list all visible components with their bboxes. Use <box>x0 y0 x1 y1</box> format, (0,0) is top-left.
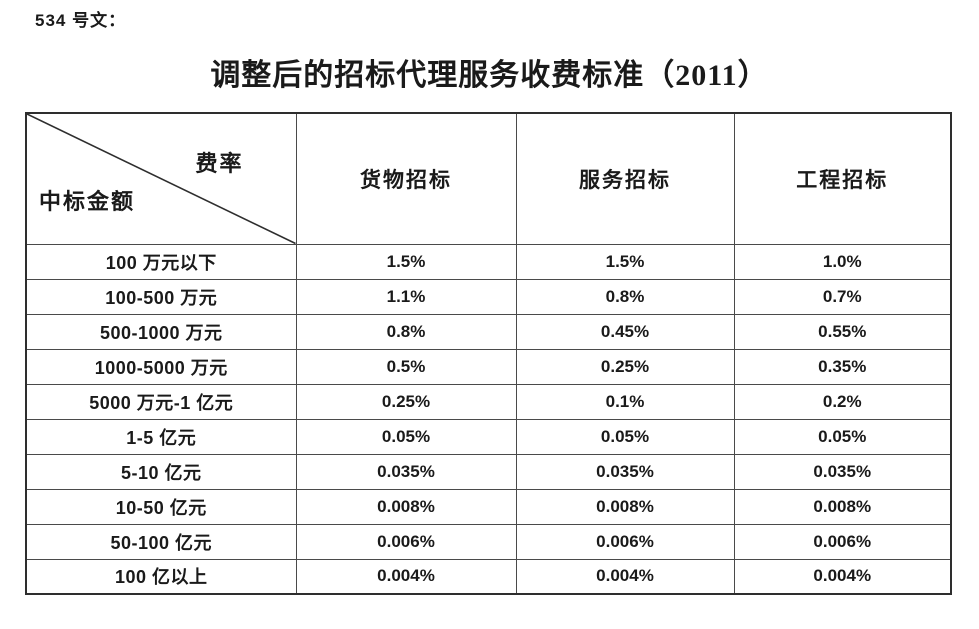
rate-value: 0.25% <box>295 383 517 420</box>
rate-value: 1.0% <box>733 243 952 280</box>
row-label: 50-100 亿元 <box>25 523 297 560</box>
table-row: 10-50 亿元 0.008% 0.008% 0.008% <box>25 488 952 525</box>
column-header-services: 服务招标 <box>515 112 735 245</box>
table-row: 5000 万元-1 亿元 0.25% 0.1% 0.2% <box>25 383 952 420</box>
table-row: 500-1000 万元 0.8% 0.45% 0.55% <box>25 313 952 350</box>
rate-value: 0.004% <box>515 558 735 595</box>
rate-value: 0.25% <box>515 348 735 385</box>
corner-label-rate: 费率 <box>195 151 244 176</box>
rate-value: 0.5% <box>295 348 517 385</box>
table-row: 1000-5000 万元 0.5% 0.25% 0.35% <box>25 348 952 385</box>
table-row: 1-5 亿元 0.05% 0.05% 0.05% <box>25 418 952 455</box>
row-label: 100 亿以上 <box>25 558 297 595</box>
diagonal-corner-cell: 费率 中标金额 <box>25 112 297 245</box>
row-label: 1000-5000 万元 <box>25 348 297 385</box>
row-label: 500-1000 万元 <box>25 313 297 350</box>
rate-value: 1.5% <box>515 243 735 280</box>
table-row: 100-500 万元 1.1% 0.8% 0.7% <box>25 278 952 315</box>
diagonal-line <box>27 114 296 244</box>
table-row: 100 万元以下 1.5% 1.5% 1.0% <box>25 243 952 280</box>
rate-value: 0.008% <box>733 488 952 525</box>
corner-label-amount: 中标金额 <box>39 188 136 214</box>
rate-value: 0.7% <box>733 278 952 315</box>
header-row: 费率 中标金额 货物招标 服务招标 工程招标 <box>25 112 952 245</box>
rate-value: 0.8% <box>515 278 735 315</box>
doc-number-label: 534 号文： <box>35 11 127 30</box>
rate-value: 0.035% <box>733 453 952 490</box>
table-row: 100 亿以上 0.004% 0.004% 0.004% <box>25 558 952 595</box>
rate-value: 0.45% <box>515 313 735 350</box>
row-label: 100-500 万元 <box>25 278 297 315</box>
rate-value: 0.035% <box>515 453 735 490</box>
row-label: 5000 万元-1 亿元 <box>25 383 297 420</box>
rate-value: 0.35% <box>733 348 952 385</box>
rate-value: 0.008% <box>295 488 517 525</box>
table-row: 5-10 亿元 0.035% 0.035% 0.035% <box>25 453 952 490</box>
rate-value: 0.004% <box>295 558 517 595</box>
row-label: 1-5 亿元 <box>25 418 297 455</box>
rate-value: 0.1% <box>515 383 735 420</box>
row-label: 5-10 亿元 <box>25 453 297 490</box>
table-row: 50-100 亿元 0.006% 0.006% 0.006% <box>25 523 952 560</box>
row-label: 100 万元以下 <box>25 243 297 280</box>
rate-value: 0.05% <box>733 418 952 455</box>
rate-value: 0.2% <box>733 383 952 420</box>
rate-value: 0.006% <box>733 523 952 560</box>
rate-value: 0.035% <box>295 453 517 490</box>
row-label: 10-50 亿元 <box>25 488 297 525</box>
rate-value: 1.5% <box>295 243 517 280</box>
rate-value: 0.8% <box>295 313 517 350</box>
rate-value: 0.008% <box>515 488 735 525</box>
column-header-engineering: 工程招标 <box>733 112 952 245</box>
rate-value: 0.05% <box>295 418 517 455</box>
rate-value: 0.004% <box>733 558 952 595</box>
fee-standard-table: 费率 中标金额 货物招标 服务招标 工程招标 100 万元以下 1.5% 1.5… <box>25 112 952 595</box>
page-title: 调整后的招标代理服务收费标准（2011） <box>210 59 769 92</box>
column-header-goods: 货物招标 <box>295 112 517 245</box>
rate-value: 1.1% <box>295 278 517 315</box>
rate-value: 0.05% <box>515 418 735 455</box>
rate-value: 0.006% <box>515 523 735 560</box>
rate-value: 0.55% <box>733 313 952 350</box>
rate-value: 0.006% <box>295 523 517 560</box>
